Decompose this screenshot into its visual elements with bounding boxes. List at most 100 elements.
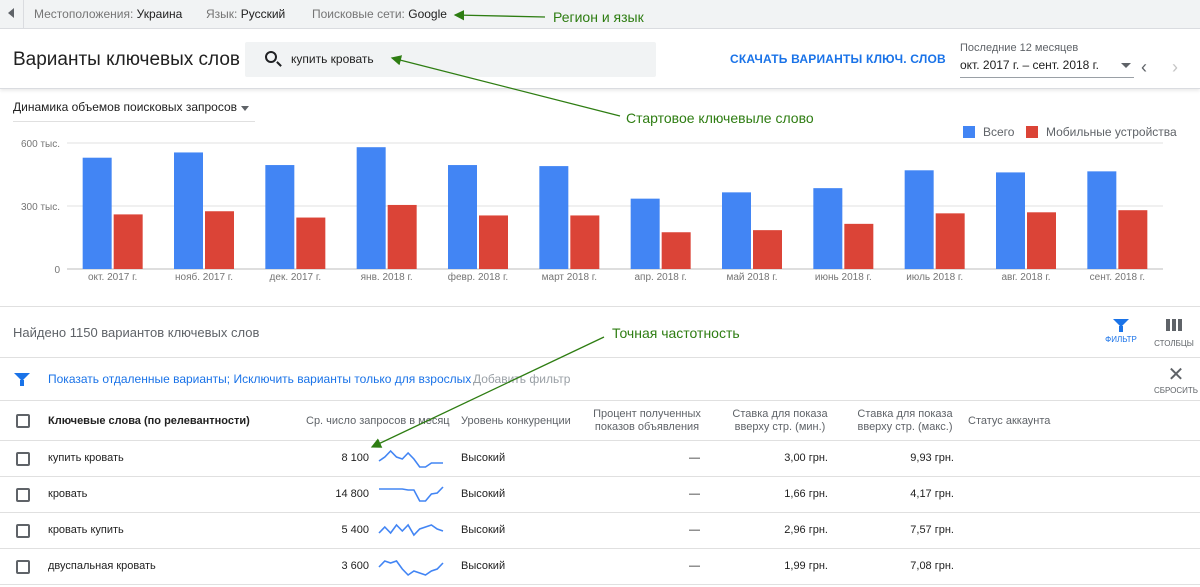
bar-mobile[interactable] xyxy=(387,204,417,269)
location-bar: Местоположения: Украина Язык: Русский По… xyxy=(0,0,1200,29)
table-row[interactable]: двуспальная кровать 3 600 Высокий — 1,99… xyxy=(0,549,1200,585)
impression-share-cell: — xyxy=(689,560,700,572)
legend-label-total: Всего xyxy=(983,125,1015,139)
sparkline-trend-line xyxy=(378,523,444,537)
bar-mobile[interactable] xyxy=(661,232,691,269)
bar-total[interactable] xyxy=(82,157,112,269)
col-bid-max[interactable]: Ставка для показа вверху стр. (макс.) xyxy=(845,408,965,434)
x-tick-label: февр. 2018 г. xyxy=(448,271,508,283)
bid-min-cell: 3,00 грн. xyxy=(784,452,828,464)
bar-mobile[interactable] xyxy=(1118,210,1148,269)
col-keyword[interactable]: Ключевые слова (по релевантности) xyxy=(48,415,250,427)
annotation-region: Регион и язык xyxy=(553,9,644,25)
language-chip[interactable]: Язык: Русский xyxy=(206,7,285,21)
col-impression-share-line2: показов объявления xyxy=(594,421,700,433)
period-value: окт. 2017 г. – сент. 2018 г. xyxy=(960,58,1099,72)
table-header: Ключевые слова (по релевантности) Ср. чи… xyxy=(0,401,1200,441)
legend-item-total[interactable]: Всего xyxy=(963,125,1014,139)
x-tick-label: май 2018 г. xyxy=(726,272,777,283)
annotation-exact: Точная частотность xyxy=(612,325,740,341)
col-account-status[interactable]: Статус аккаунта xyxy=(968,415,1051,427)
bar-mobile[interactable] xyxy=(113,214,143,269)
chart-metric-select[interactable]: Динамика объемов поисковых запросов xyxy=(13,100,255,122)
row-checkbox[interactable] xyxy=(16,452,30,466)
bar-mobile[interactable] xyxy=(479,215,508,269)
row-checkbox[interactable] xyxy=(16,524,30,538)
bar-mobile[interactable] xyxy=(1027,212,1056,269)
col-bid-max-line1: Ставка для показа xyxy=(857,408,953,420)
search-icon xyxy=(265,51,277,63)
legend-label-mobile: Мобильные устройства xyxy=(1046,125,1177,139)
period-select[interactable]: окт. 2017 г. – сент. 2018 г. xyxy=(960,58,1134,78)
bar-total[interactable] xyxy=(630,198,660,269)
divider xyxy=(23,0,24,29)
bar-mobile[interactable] xyxy=(205,211,234,269)
bar-total[interactable] xyxy=(996,172,1025,269)
bar-mobile[interactable] xyxy=(844,223,874,269)
bid-max-cell: 9,93 грн. xyxy=(910,452,954,464)
bar-total[interactable] xyxy=(448,165,477,269)
avg-searches-cell: 8 100 xyxy=(341,452,369,464)
annotation-seed: Стартовое ключевыле слово xyxy=(626,110,814,126)
legend-item-mobile[interactable]: Мобильные устройства xyxy=(1026,125,1177,139)
bar-total[interactable] xyxy=(356,147,386,269)
active-filters-link[interactable]: Показать отдаленные варианты; Исключить … xyxy=(48,372,472,386)
download-button[interactable]: СКАЧАТЬ ВАРИАНТЫ КЛЮЧ. СЛОВ xyxy=(730,52,946,66)
legend-swatch-total xyxy=(963,126,975,138)
select-all-checkbox[interactable] xyxy=(16,414,30,428)
table-row[interactable]: кровать купить 5 400 Высокий — 2,96 грн.… xyxy=(0,513,1200,549)
next-period-button[interactable]: › xyxy=(1172,57,1178,77)
language-value: Русский xyxy=(240,7,286,21)
avg-searches-cell: 14 800 xyxy=(335,488,369,500)
bar-mobile[interactable] xyxy=(296,217,326,269)
table-row[interactable]: купить кровать 8 100 Высокий — 3,00 грн.… xyxy=(0,441,1200,477)
x-tick-label: июль 2018 г. xyxy=(906,272,963,283)
filter-button[interactable]: ФИЛЬТР xyxy=(1101,317,1141,344)
col-competition[interactable]: Уровень конкуренции xyxy=(461,415,571,427)
filter-button-label: ФИЛЬТР xyxy=(1105,335,1137,344)
col-avg-searches[interactable]: Ср. число запросов в месяц xyxy=(306,415,450,427)
location-chip[interactable]: Местоположения: Украина xyxy=(34,7,182,21)
bar-total[interactable] xyxy=(722,192,751,269)
x-tick-label: окт. 2017 г. xyxy=(88,272,137,283)
results-count: Найдено 1150 вариантов ключевых слов xyxy=(13,325,260,340)
columns-button-label: СТОЛБЦЫ xyxy=(1154,339,1194,348)
trend-sparkline xyxy=(378,560,444,577)
close-icon: ✕ xyxy=(1167,364,1185,386)
bar-total[interactable] xyxy=(265,165,295,269)
reset-filters-button[interactable]: ✕ СБРОСИТЬ xyxy=(1153,364,1199,395)
bar-total[interactable] xyxy=(1087,171,1117,269)
col-bid-min[interactable]: Ставка для показа вверху стр. (мин.) xyxy=(720,408,840,434)
table-row[interactable]: кровать 14 800 Высокий — 1,66 грн. 4,17 … xyxy=(0,477,1200,513)
columns-button[interactable]: СТОЛБЦЫ xyxy=(1154,317,1194,348)
bar-total[interactable] xyxy=(904,170,934,269)
row-checkbox[interactable] xyxy=(16,488,30,502)
keyword-cell: двуспальная кровать xyxy=(48,560,156,572)
competition-cell: Высокий xyxy=(461,560,506,572)
x-tick-label: март 2018 г. xyxy=(542,272,597,283)
reset-label: СБРОСИТЬ xyxy=(1153,386,1199,395)
network-value: Google xyxy=(408,7,447,21)
col-bid-min-line1: Ставка для показа xyxy=(732,408,828,420)
prev-period-button[interactable]: ‹ xyxy=(1141,57,1147,77)
col-impression-share[interactable]: Процент полученных показов объявления xyxy=(582,408,712,434)
bar-total[interactable] xyxy=(813,188,843,269)
bid-max-cell: 7,08 грн. xyxy=(910,560,954,572)
back-arrow-icon[interactable] xyxy=(8,8,14,18)
search-input[interactable]: купить кровать xyxy=(245,42,656,77)
bid-min-cell: 1,66 грн. xyxy=(784,488,828,500)
bid-max-cell: 4,17 грн. xyxy=(910,488,954,500)
bar-mobile[interactable] xyxy=(753,230,782,269)
filter-icon xyxy=(14,373,30,386)
bar-mobile[interactable] xyxy=(570,215,600,269)
row-checkbox[interactable] xyxy=(16,560,30,574)
bar-total[interactable] xyxy=(174,152,203,269)
columns-icon xyxy=(1166,319,1182,331)
impression-share-cell: — xyxy=(689,488,700,500)
bar-mobile[interactable] xyxy=(935,213,965,269)
add-filter-button[interactable]: Добавить фильтр xyxy=(473,372,571,386)
bar-total[interactable] xyxy=(539,166,569,269)
bid-min-cell: 1,99 грн. xyxy=(784,560,828,572)
network-label: Поисковые сети: xyxy=(312,7,405,21)
network-chip[interactable]: Поисковые сети: Google xyxy=(312,7,447,21)
